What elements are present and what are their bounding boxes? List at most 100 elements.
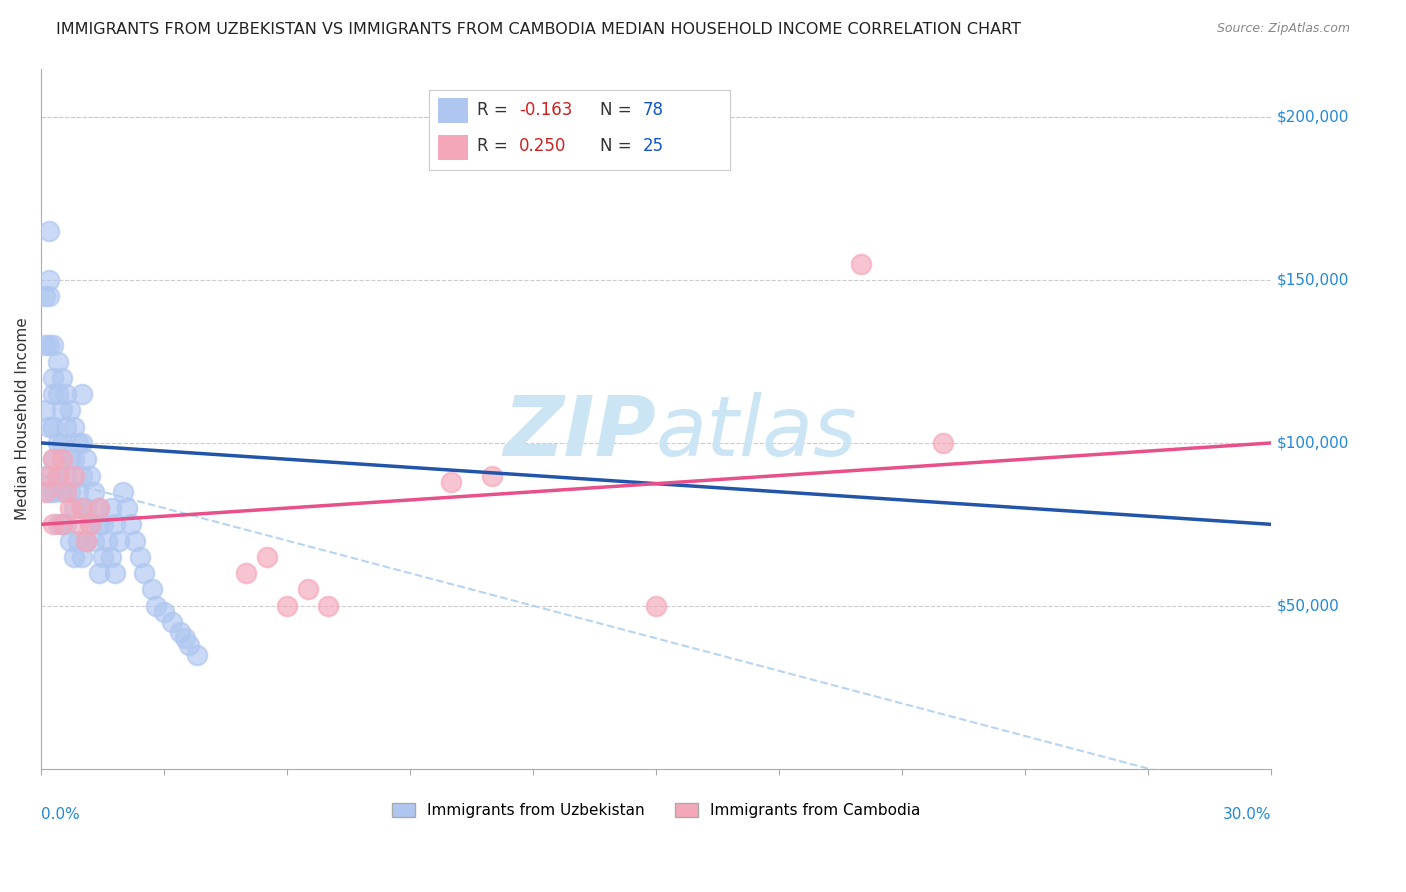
- Point: [63, 549, 86, 564]
- Point: [481, 468, 503, 483]
- Point: [59, 403, 82, 417]
- Point: [91, 549, 114, 564]
- Point: [38, 273, 60, 287]
- Point: [96, 533, 118, 548]
- Point: [66, 517, 89, 532]
- Point: [70, 468, 93, 483]
- Point: [42, 484, 65, 499]
- Point: [153, 605, 176, 619]
- Text: 0.0%: 0.0%: [41, 807, 80, 822]
- Point: [63, 501, 86, 516]
- Point: [104, 517, 127, 532]
- Point: [79, 517, 101, 532]
- Point: [87, 501, 110, 516]
- Point: [59, 501, 82, 516]
- Point: [87, 501, 110, 516]
- Point: [46, 468, 69, 483]
- Point: [51, 517, 73, 532]
- Point: [115, 501, 138, 516]
- Point: [46, 517, 69, 532]
- Text: $150,000: $150,000: [1277, 273, 1350, 287]
- Y-axis label: Median Household Income: Median Household Income: [15, 318, 30, 520]
- Point: [83, 484, 105, 499]
- Point: [38, 419, 60, 434]
- Point: [104, 566, 127, 581]
- Point: [59, 484, 82, 499]
- Point: [120, 517, 142, 532]
- Text: 30.0%: 30.0%: [1222, 807, 1271, 822]
- Point: [66, 484, 89, 499]
- Point: [849, 257, 872, 271]
- Point: [177, 638, 200, 652]
- Point: [51, 484, 73, 499]
- Point: [42, 387, 65, 401]
- Point: [66, 436, 89, 450]
- Point: [38, 484, 60, 499]
- Point: [91, 517, 114, 532]
- Point: [235, 566, 257, 581]
- Point: [75, 533, 97, 548]
- Text: $200,000: $200,000: [1277, 110, 1350, 125]
- Point: [186, 648, 208, 662]
- Legend: Immigrants from Uzbekistan, Immigrants from Cambodia: Immigrants from Uzbekistan, Immigrants f…: [385, 797, 927, 824]
- Point: [645, 599, 668, 613]
- Point: [46, 387, 69, 401]
- Point: [297, 582, 319, 597]
- Point: [55, 468, 77, 483]
- Point: [70, 549, 93, 564]
- Point: [55, 419, 77, 434]
- Point: [38, 468, 60, 483]
- Point: [51, 371, 73, 385]
- Text: IMMIGRANTS FROM UZBEKISTAN VS IMMIGRANTS FROM CAMBODIA MEDIAN HOUSEHOLD INCOME C: IMMIGRANTS FROM UZBEKISTAN VS IMMIGRANTS…: [56, 22, 1021, 37]
- Point: [46, 468, 69, 483]
- Point: [75, 501, 97, 516]
- Point: [87, 517, 110, 532]
- Point: [51, 517, 73, 532]
- Point: [51, 403, 73, 417]
- Point: [169, 624, 191, 639]
- Point: [46, 354, 69, 368]
- Point: [173, 632, 195, 646]
- Point: [75, 533, 97, 548]
- Point: [34, 338, 56, 352]
- Point: [70, 387, 93, 401]
- Point: [112, 484, 135, 499]
- Point: [46, 436, 69, 450]
- Point: [38, 289, 60, 303]
- Point: [79, 517, 101, 532]
- Point: [42, 419, 65, 434]
- Point: [34, 468, 56, 483]
- Point: [79, 468, 101, 483]
- Point: [34, 484, 56, 499]
- Point: [440, 475, 463, 489]
- Point: [63, 452, 86, 467]
- Point: [70, 501, 93, 516]
- Point: [55, 517, 77, 532]
- Point: [51, 452, 73, 467]
- Point: [256, 549, 278, 564]
- Point: [42, 371, 65, 385]
- Point: [38, 224, 60, 238]
- Point: [108, 533, 131, 548]
- Point: [42, 452, 65, 467]
- Text: atlas: atlas: [657, 392, 858, 473]
- Point: [145, 599, 167, 613]
- Point: [124, 533, 146, 548]
- Point: [59, 452, 82, 467]
- Point: [38, 338, 60, 352]
- Point: [316, 599, 339, 613]
- Text: Source: ZipAtlas.com: Source: ZipAtlas.com: [1216, 22, 1350, 36]
- Point: [100, 501, 122, 516]
- Point: [100, 549, 122, 564]
- Text: $50,000: $50,000: [1277, 599, 1340, 613]
- Point: [75, 452, 97, 467]
- Point: [141, 582, 163, 597]
- Point: [66, 533, 89, 548]
- Point: [162, 615, 184, 629]
- Point: [70, 501, 93, 516]
- Point: [59, 533, 82, 548]
- Point: [932, 436, 955, 450]
- Point: [55, 387, 77, 401]
- Point: [63, 419, 86, 434]
- Point: [128, 549, 150, 564]
